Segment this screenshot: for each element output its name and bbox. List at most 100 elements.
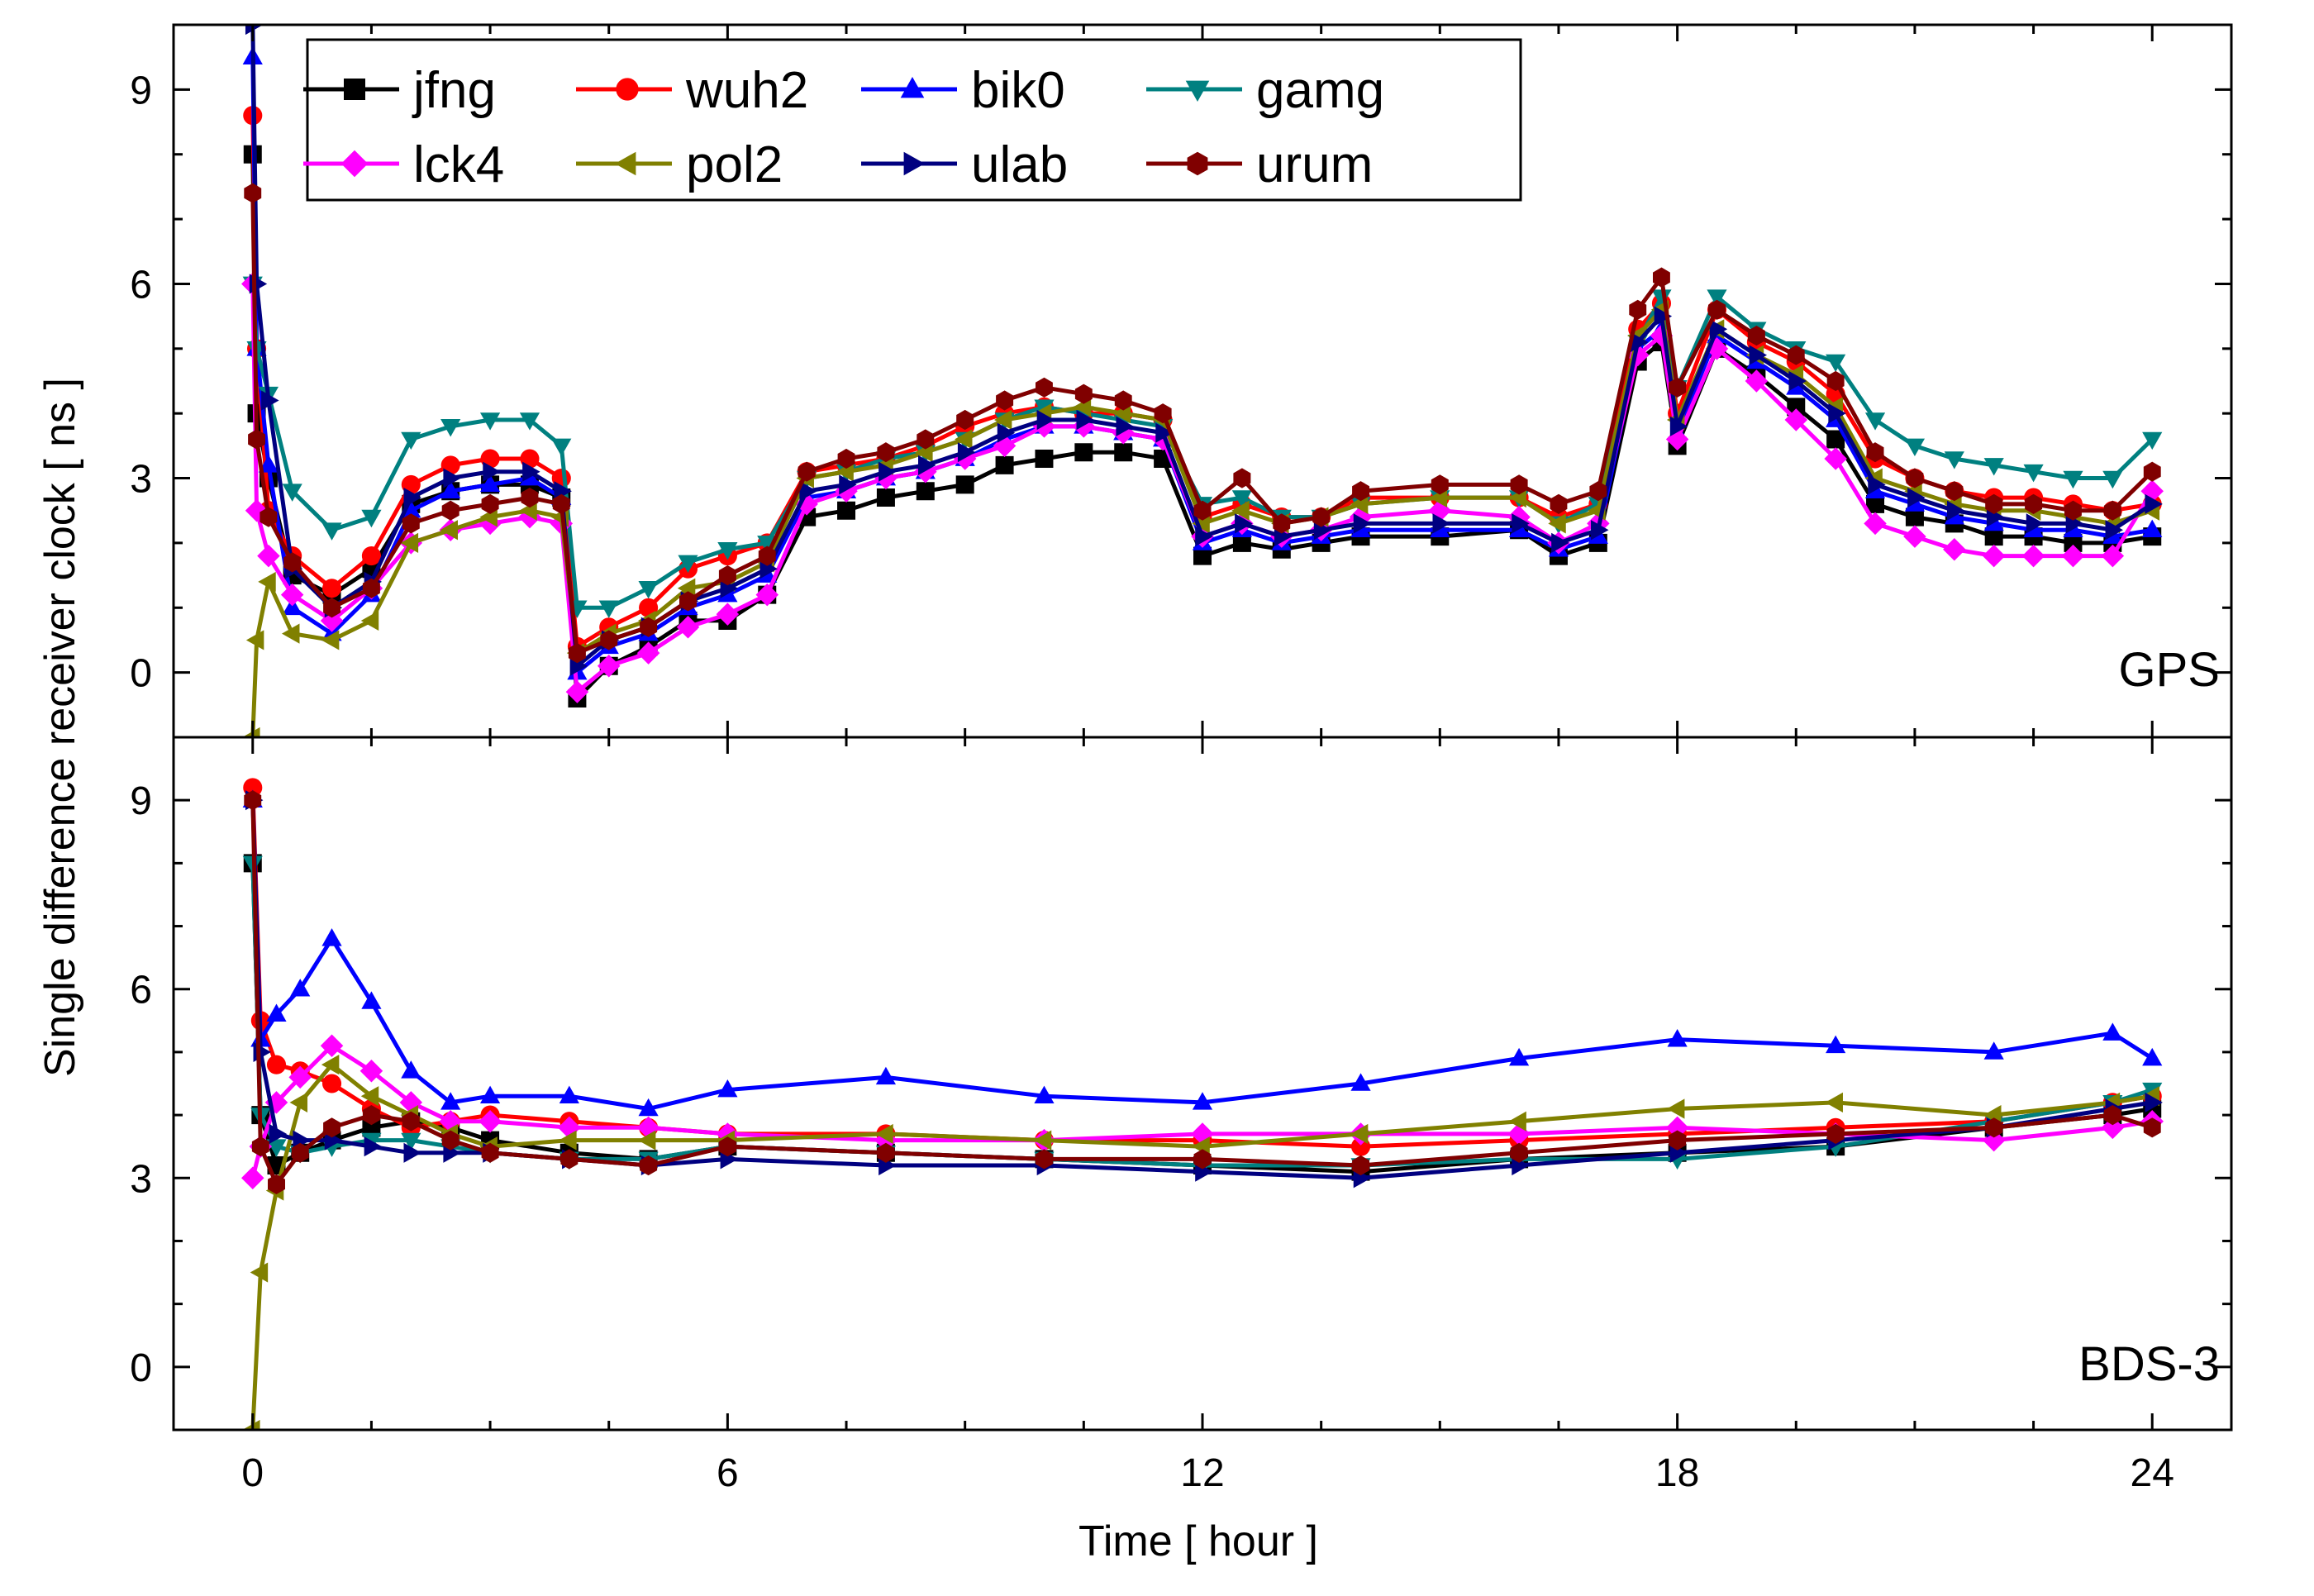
data-point-bik0 [2102, 1022, 2123, 1041]
data-point-jfng [995, 455, 1014, 474]
data-point-lck4 [2101, 544, 2125, 568]
data-point-urum [1653, 267, 1670, 288]
series-line-urum [250, 193, 2154, 655]
data-point-urum [679, 591, 697, 612]
data-point-ulab [1591, 520, 1609, 541]
data-point-lck4 [2021, 544, 2045, 568]
data-point-ulab [245, 25, 264, 36]
data-point-urum [2025, 493, 2043, 514]
data-point-jfng [362, 1118, 381, 1137]
data-point-urum [2143, 461, 2161, 482]
data-point-ulab [403, 487, 421, 508]
data-point-lck4 [1745, 369, 1769, 393]
data-point-ulab [1076, 409, 1094, 431]
data-point-jfng [1193, 546, 1212, 565]
data-point-ulab [1432, 513, 1450, 534]
x-tick-label: 0 [241, 1451, 264, 1495]
data-point-urum [837, 448, 855, 469]
data-point-urum [1352, 1155, 1369, 1176]
data-point-urum [1669, 1130, 1687, 1151]
data-point-urum [1906, 468, 1924, 488]
data-point-urum [798, 461, 816, 482]
data-point-urum [640, 1155, 658, 1176]
data-point-lck4 [1982, 544, 2006, 568]
legend-marker-wuh2 [616, 78, 639, 101]
data-point-pol2 [1231, 500, 1250, 521]
data-point-urum [1431, 474, 1449, 495]
series-line-gamg [250, 863, 2153, 1168]
data-point-ulab [483, 461, 501, 482]
data-point-gamg [361, 509, 382, 528]
data-point-ulab [1654, 306, 1673, 326]
data-point-ulab [839, 474, 857, 495]
data-point-pol2 [559, 1130, 577, 1151]
data-point-ulab [2145, 1092, 2163, 1112]
data-point-gamg [2063, 470, 2083, 489]
data-point-urum [996, 390, 1014, 411]
data-point-gamg [1826, 354, 1846, 373]
data-point-gamg [678, 555, 698, 574]
data-point-urum [248, 429, 265, 450]
data-point-bik0 [290, 979, 311, 997]
series-line-urum [250, 800, 2153, 1187]
data-point-gamg [717, 541, 738, 560]
data-point-bik0 [1508, 1047, 1530, 1066]
data-point-lck4 [359, 1060, 383, 1083]
data-point-lck4 [2061, 544, 2085, 568]
data-point-urum [323, 1117, 340, 1138]
data-point-pol2 [242, 1419, 260, 1430]
data-point-urum [1985, 1117, 2003, 1138]
data-point-ulab [878, 461, 897, 482]
data-point-gamg [2142, 431, 2163, 450]
data-point-pol2 [1666, 1098, 1685, 1119]
x-tick-label: 18 [1655, 1451, 1699, 1495]
data-point-pol2 [400, 532, 419, 554]
data-point-gamg [1904, 438, 1926, 457]
data-point-lck4 [676, 616, 700, 639]
y-tick-label: 3 [130, 458, 152, 502]
data-point-urum [956, 409, 974, 431]
data-point-urum [1826, 370, 1845, 392]
data-point-jfng [1866, 494, 1885, 513]
data-point-ulab [2026, 513, 2045, 534]
bds3-panel: 0 3 6 9 [130, 736, 2231, 1432]
data-point-ulab [1907, 487, 1926, 508]
legend-box [306, 38, 1522, 202]
data-point-pol2 [1508, 1111, 1526, 1131]
data-point-ulab [1630, 331, 1649, 353]
data-point-jfng [1035, 450, 1054, 469]
data-point-bik0 [401, 500, 421, 518]
data-point-bik0 [361, 991, 382, 1009]
data-point-urum [1510, 1142, 1528, 1163]
data-point-urum [362, 578, 380, 598]
data-point-gamg [1707, 289, 1727, 307]
data-point-jfng [1905, 507, 1924, 526]
data-point-gamg [519, 412, 540, 431]
data-point-bik0 [875, 1066, 897, 1085]
data-point-jfng [1074, 443, 1093, 462]
x-axis-title: Time [ hour ] [1078, 1517, 1318, 1565]
data-point-pol2 [360, 1086, 379, 1107]
data-point-bik0 [1192, 1092, 1213, 1110]
data-point-urum [481, 1142, 499, 1163]
data-point-pol2 [1548, 513, 1566, 534]
data-point-gamg [401, 1132, 421, 1151]
data-point-pol2 [1033, 1130, 1052, 1151]
data-point-gamg [2023, 464, 2044, 483]
data-point-gamg [757, 536, 778, 554]
data-point-jfng [1984, 527, 2003, 546]
data-point-urum [1193, 1149, 1212, 1170]
data-point-urum [1036, 1149, 1053, 1170]
data-point-jfng [2064, 533, 2083, 552]
legend-marker-ulab [903, 151, 925, 176]
data-point-pol2 [250, 1262, 269, 1283]
data-point-urum [1233, 468, 1251, 488]
data-point-wuh2 [321, 579, 342, 598]
data-point-urum [481, 493, 499, 514]
data-point-bik0 [258, 455, 279, 473]
data-point-gamg [1231, 490, 1252, 508]
data-point-lck4 [2101, 1116, 2125, 1140]
data-point-ulab [1669, 416, 1688, 436]
y-tick-label: 6 [130, 969, 152, 1012]
